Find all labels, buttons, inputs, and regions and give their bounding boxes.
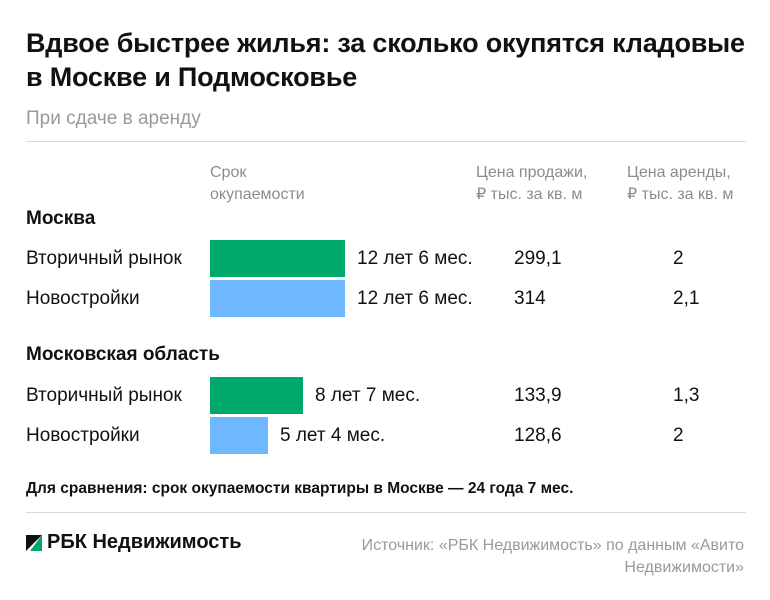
source-note: Источник: «РБК Недвижимость» по данным «… [361,537,744,576]
sale-price-value: 314 [514,288,546,309]
row-label: Новостройки [26,425,140,446]
rbc-logo: РБК Недвижимость [26,531,242,554]
row-label: Вторичный рынок [26,248,182,269]
rent-price-value: 2 [673,248,684,269]
sale-price-value: 128,6 [514,425,562,446]
column-header-sale-price-line2: ₽ тыс. за кв. м [476,186,583,203]
column-header-rent-price: Цена аренды, ₽ тыс. за кв. м [627,162,757,206]
rbc-logo-text: РБК Недвижимость [47,531,242,553]
row-label: Вторичный рынок [26,385,182,406]
comparison-note: Для сравнения: срок окупаемости квартиры… [26,480,574,497]
payback-bar [210,240,345,277]
column-header-rent-price-line1: Цена аренды, [627,164,731,181]
row-label: Новостройки [26,288,140,309]
column-header-payback-line1: Срок [210,164,247,181]
rbc-logo-icon [26,534,42,551]
payback-label: 12 лет 6 мес. [357,248,473,269]
column-header-sale-price: Цена продажи, ₽ тыс. за кв. м [476,162,616,206]
chart-subtitle: При сдаче в аренду [26,108,201,129]
column-header-sale-price-line1: Цена продажи, [476,164,588,181]
payback-bar [210,280,345,317]
group-label: Москва [26,208,96,229]
column-header-rent-price-line2: ₽ тыс. за кв. м [627,186,734,203]
column-header-payback-line2: окупаемости [210,186,305,203]
rent-price-value: 2,1 [673,288,700,309]
column-header-payback: Срок окупаемости [210,162,370,206]
rent-price-value: 2 [673,425,684,446]
payback-label: 8 лет 7 мес. [315,385,421,406]
divider [26,512,746,513]
chart-title: Вдвое быстрее жилья: за сколько окупятся… [26,28,745,92]
sale-price-value: 133,9 [514,385,562,406]
payback-bar [210,417,268,454]
sale-price-value: 299,1 [514,248,562,269]
rent-price-value: 1,3 [673,385,700,406]
payback-label: 12 лет 6 мес. [357,288,473,309]
group-label: Московская область [26,344,220,365]
divider [26,141,746,142]
payback-label: 5 лет 4 мес. [280,425,386,446]
payback-bar [210,377,303,414]
